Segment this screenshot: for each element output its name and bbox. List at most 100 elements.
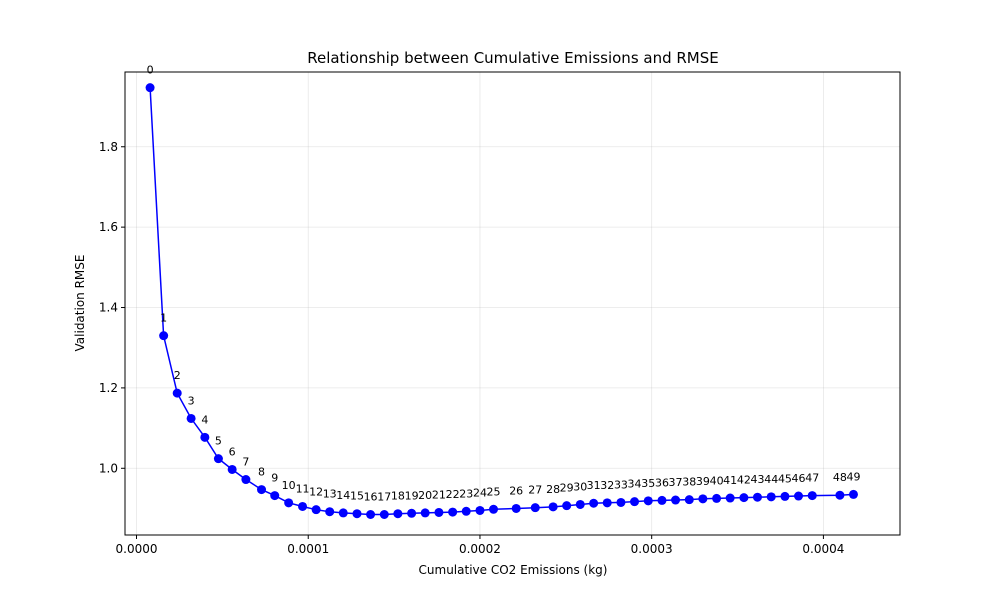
data-point <box>511 503 521 513</box>
data-point-label: 8 <box>258 466 265 479</box>
data-point <box>752 492 762 502</box>
data-point-label: 12 <box>309 486 323 499</box>
data-point <box>311 505 321 515</box>
data-point-label: 44 <box>764 473 778 486</box>
data-point <box>407 508 417 518</box>
data-point <box>489 504 499 514</box>
data-point <box>616 497 626 507</box>
data-point <box>284 498 294 508</box>
y-tick-label: 1.6 <box>99 220 118 234</box>
data-point-label: 21 <box>432 488 446 501</box>
data-point <box>725 493 735 503</box>
data-point-label: 35 <box>641 477 655 490</box>
data-point-label: 37 <box>669 476 683 489</box>
data-point-label: 34 <box>628 478 642 491</box>
data-point <box>434 507 444 517</box>
data-point-label: 15 <box>350 490 364 503</box>
data-point-label: 28 <box>546 483 560 496</box>
data-point <box>684 495 694 505</box>
data-point-label: 4 <box>201 413 208 426</box>
x-tick-label: 0.0002 <box>459 542 501 556</box>
data-point-label: 41 <box>723 474 737 487</box>
data-point <box>366 510 376 520</box>
data-point-label: 45 <box>778 472 792 485</box>
data-point-label: 29 <box>560 482 574 495</box>
data-point <box>338 508 348 518</box>
x-tick-label: 0.0001 <box>287 542 329 556</box>
data-point-label: 23 <box>459 487 473 500</box>
data-point-label: 18 <box>391 490 405 503</box>
data-point-label: 36 <box>655 476 669 489</box>
x-tick-label: 0.0003 <box>631 542 673 556</box>
y-axis: 1.0 1.2 1.4 1.6 1.8 <box>99 140 125 475</box>
data-point <box>766 492 776 502</box>
data-point <box>739 493 749 503</box>
data-point-label: 10 <box>282 479 296 492</box>
data-point-label: 27 <box>528 484 542 497</box>
data-point-label: 13 <box>323 488 337 501</box>
data-point <box>794 491 804 501</box>
data-point <box>848 489 858 499</box>
data-point <box>698 494 708 504</box>
data-point-label: 25 <box>487 485 501 498</box>
series-line <box>149 87 854 516</box>
data-point <box>807 491 817 501</box>
data-point <box>643 496 653 506</box>
y-tick-label: 1.0 <box>99 461 118 475</box>
data-point-label: 24 <box>473 486 487 499</box>
data-point-label: 43 <box>750 473 764 486</box>
data-point <box>393 509 403 519</box>
data-point-label: 0 <box>147 64 154 77</box>
data-point <box>325 507 335 517</box>
data-point-label: 38 <box>682 476 696 489</box>
data-point <box>575 499 585 509</box>
data-point <box>200 432 210 442</box>
grid <box>125 72 900 535</box>
data-point-label: 48 <box>833 471 847 484</box>
data-point-label: 22 <box>446 488 460 501</box>
data-point <box>602 498 612 508</box>
data-point <box>461 506 471 516</box>
data-point <box>475 505 485 515</box>
data-point-label: 26 <box>509 484 523 497</box>
x-tick-label: 0.0004 <box>802 542 844 556</box>
data-point-label: 19 <box>405 489 419 502</box>
data-point-label: 17 <box>377 491 391 504</box>
data-point <box>448 507 458 517</box>
plot-area <box>124 71 901 536</box>
data-point-label: 32 <box>600 479 614 492</box>
data-point-label: 33 <box>614 478 628 491</box>
data-point <box>352 509 362 519</box>
y-tick-label: 1.4 <box>99 301 118 315</box>
data-point <box>159 331 169 341</box>
data-point-label: 39 <box>696 475 710 488</box>
data-point <box>186 413 196 423</box>
data-point-label: 46 <box>792 472 806 485</box>
data-point-label: 42 <box>737 474 751 487</box>
data-point <box>780 491 790 501</box>
data-point-label: 11 <box>296 482 310 495</box>
y-tick-label: 1.2 <box>99 381 118 395</box>
chart-title: Relationship between Cumulative Emission… <box>307 49 719 67</box>
data-point-label: 31 <box>587 479 601 492</box>
data-point <box>379 510 389 520</box>
data-point <box>420 508 430 518</box>
data-point <box>227 464 237 474</box>
data-point <box>657 495 667 505</box>
data-point <box>298 501 308 511</box>
data-point <box>172 388 182 398</box>
data-point-label: 40 <box>710 474 724 487</box>
x-tick-label: 0.0000 <box>116 542 158 556</box>
data-point-label: 5 <box>215 435 222 448</box>
data-point-label: 7 <box>242 456 249 469</box>
data-point-label: 16 <box>364 491 378 504</box>
x-axis: 0.0000 0.0001 0.0002 0.0003 0.0004 <box>116 535 844 556</box>
data-point <box>270 491 280 501</box>
data-point-label: 9 <box>271 472 278 485</box>
data-point <box>712 493 722 503</box>
data-point <box>257 485 267 495</box>
data-point <box>835 490 845 500</box>
data-point-label: 49 <box>846 470 860 483</box>
